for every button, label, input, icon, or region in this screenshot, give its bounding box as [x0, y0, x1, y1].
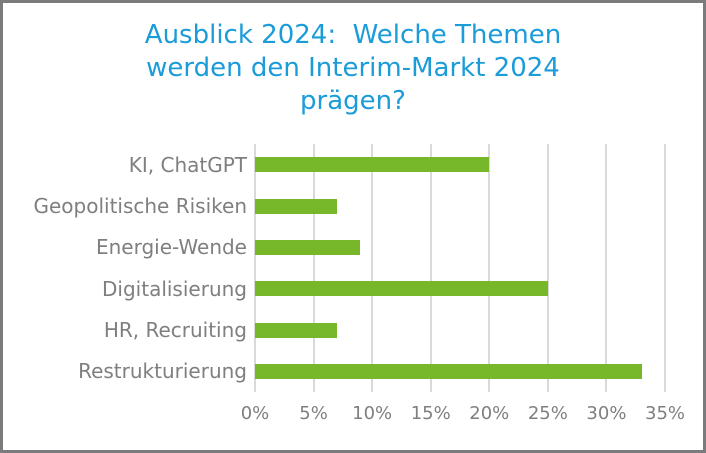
x-tick-label: 25%: [527, 403, 568, 424]
category-label: KI, ChatGPT: [128, 152, 247, 177]
gridline-10pct: [371, 144, 374, 392]
bar: [255, 157, 490, 173]
chart-title: Ausblick 2024: Welche Themen werden den …: [3, 19, 703, 118]
gridline-35pct: [664, 144, 666, 392]
gridline-0pct: [254, 144, 256, 392]
x-tick-label: 0%: [240, 403, 270, 424]
gridline-25pct: [546, 144, 549, 392]
bar: [255, 239, 361, 255]
x-tick-label: 20%: [469, 403, 510, 424]
category-label: Energie-Wende: [95, 235, 247, 260]
chart-title-line-3: prägen?: [300, 86, 406, 116]
category-label: Geopolitische Risiken: [33, 193, 247, 218]
gridline-20pct: [488, 144, 491, 392]
x-tick-label: 10%: [352, 403, 393, 424]
bar: [255, 198, 337, 214]
chart-title-line-1: Ausblick 2024: Welche Themen: [144, 20, 562, 50]
x-tick-label: 15%: [410, 403, 451, 424]
x-axis: 0% 5% 10% 15% 20% 25% 30% 35%: [241, 403, 685, 427]
chart-title-line-2: werden den Interim-Markt 2024: [146, 53, 560, 83]
bar: [255, 363, 642, 379]
gridline-30pct: [605, 144, 608, 392]
plot-area: [254, 144, 666, 392]
x-tick-label: 5%: [299, 403, 328, 424]
category-label: Restrukturierung: [78, 359, 247, 384]
gridline-5pct: [312, 144, 315, 392]
category-label: Digitalisierung: [102, 276, 247, 301]
x-tick-label: 35%: [644, 403, 686, 424]
category-axis: KI, ChatGPT Geopolitische Risiken Energie-…: [3, 144, 255, 392]
bar: [255, 322, 337, 338]
bar: [255, 281, 548, 297]
x-tick-label: 30%: [586, 403, 627, 424]
gridline-15pct: [429, 144, 432, 392]
category-label: HR, Recruiting: [103, 317, 247, 342]
bar-chart: KI, ChatGPT Geopolitische Risiken Energie-…: [3, 144, 703, 392]
